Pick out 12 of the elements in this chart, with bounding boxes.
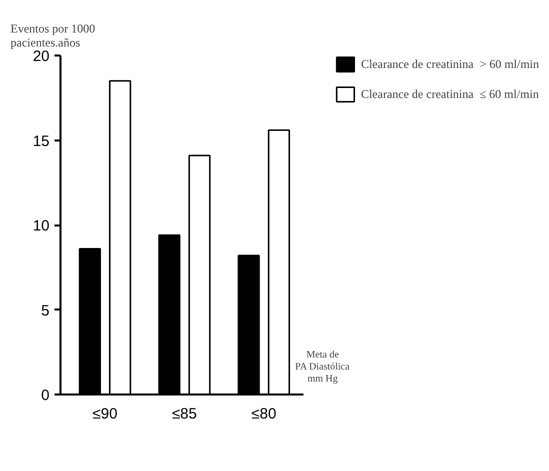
y-tick-label: 0 (41, 387, 50, 404)
y-tick-label: 15 (32, 132, 50, 150)
x-tick-label: ≤85 (172, 406, 197, 422)
y-tick-label: 20 (32, 48, 50, 65)
x-tick-label: ≤90 (92, 406, 118, 422)
legend-label: Clearance de creatinina ≤ 60 ml/min (360, 86, 539, 102)
y-axis-title: Eventos por 1000 pacientes.años (10, 22, 96, 50)
x-axis-title: Meta de PA Diastólica mm Hg (295, 350, 350, 384)
x-tick-label: ≤80 (251, 406, 276, 422)
y-tick-label: 10 (32, 218, 50, 234)
y-tick-label: 5 (41, 302, 50, 320)
legend-label: Clearance de creatinina > 60 ml/min (360, 56, 539, 72)
